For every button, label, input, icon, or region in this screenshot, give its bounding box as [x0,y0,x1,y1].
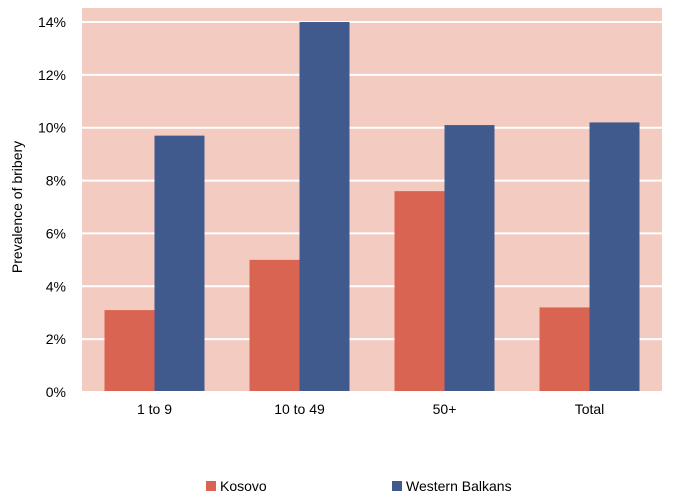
y-tick-label: 10% [38,120,66,136]
bar-kosovo [104,310,155,392]
x-tick-labels: 1 to 9 10 to 49 50+ Total [137,401,604,417]
legend-label-kosovo: Kosovo [220,478,267,494]
x-tick-label: 1 to 9 [137,401,172,417]
bar-western-balkans [154,135,205,392]
legend-item-western-balkans: Western Balkans [392,478,512,494]
y-tick-label: 8% [46,173,66,189]
bar-western-balkans [299,22,350,392]
bar-western-balkans [444,125,495,393]
x-tick-label: 10 to 49 [274,401,325,417]
legend-item-kosovo: Kosovo [206,478,267,494]
x-tick-label: Total [575,401,605,417]
y-tick-label: 4% [46,278,66,294]
x-tick-label: 50+ [433,401,457,417]
y-axis-label: Prevalence of bribery [9,141,25,273]
y-tick-label: 0% [46,384,66,400]
y-tick-label: 14% [38,14,66,30]
legend-swatch-western-balkans [392,481,402,491]
bar-kosovo [539,307,590,392]
y-tick-labels: 0% 2% 4% 6% 8% 10% 12% 14% [38,14,66,400]
bars [104,22,640,393]
legend: Kosovo Western Balkans [0,478,674,498]
bar-kosovo [249,259,300,392]
legend-swatch-kosovo [206,481,216,491]
legend-label-western-balkans: Western Balkans [406,478,512,494]
y-tick-label: 12% [38,67,66,83]
bar-western-balkans [589,122,640,392]
y-tick-label: 2% [46,331,66,347]
bar-kosovo [394,191,445,392]
y-tick-label: 6% [46,225,66,241]
